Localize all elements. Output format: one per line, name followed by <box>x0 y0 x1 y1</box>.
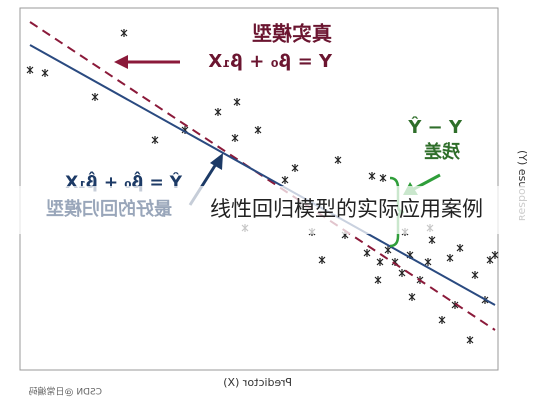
point <box>424 258 432 266</box>
point <box>151 136 159 144</box>
point <box>438 316 446 324</box>
point <box>471 271 479 279</box>
residual-label: 残差 <box>424 141 460 163</box>
arrow-head <box>210 153 223 170</box>
point <box>231 134 239 142</box>
arrow-head <box>114 55 128 69</box>
point <box>318 256 326 264</box>
watermark: CSDN @日常编码 <box>28 386 102 398</box>
point <box>398 269 406 277</box>
point <box>428 236 436 244</box>
point <box>456 244 464 252</box>
point <box>214 108 222 116</box>
caption-band <box>0 186 544 234</box>
point <box>91 93 99 101</box>
fitted-label: 最好的回归模型 <box>46 198 172 220</box>
point <box>41 69 49 77</box>
x-axis-label: Predictor (X) <box>223 376 292 389</box>
point <box>291 164 299 172</box>
point <box>120 29 128 37</box>
caption: 线性回归模型的实际应用案例 <box>210 197 483 221</box>
point <box>376 258 384 266</box>
point <box>408 293 416 301</box>
point <box>363 249 371 257</box>
fitted-line <box>29 44 496 306</box>
point <box>368 172 376 180</box>
point <box>281 176 289 184</box>
point <box>233 98 241 106</box>
point <box>334 156 342 164</box>
point <box>491 251 499 259</box>
true-model-label: 真实模型 <box>252 22 332 46</box>
point <box>379 174 387 182</box>
point <box>26 66 34 74</box>
point <box>466 336 474 344</box>
point <box>451 301 459 309</box>
point <box>374 276 382 284</box>
true-model-equation: Y = β₀ + β₁X <box>208 51 333 72</box>
scatter-points <box>26 29 499 344</box>
point <box>384 246 392 254</box>
point <box>446 254 454 262</box>
point <box>254 126 262 134</box>
residual-equation: Y − Ŷ <box>407 116 463 138</box>
